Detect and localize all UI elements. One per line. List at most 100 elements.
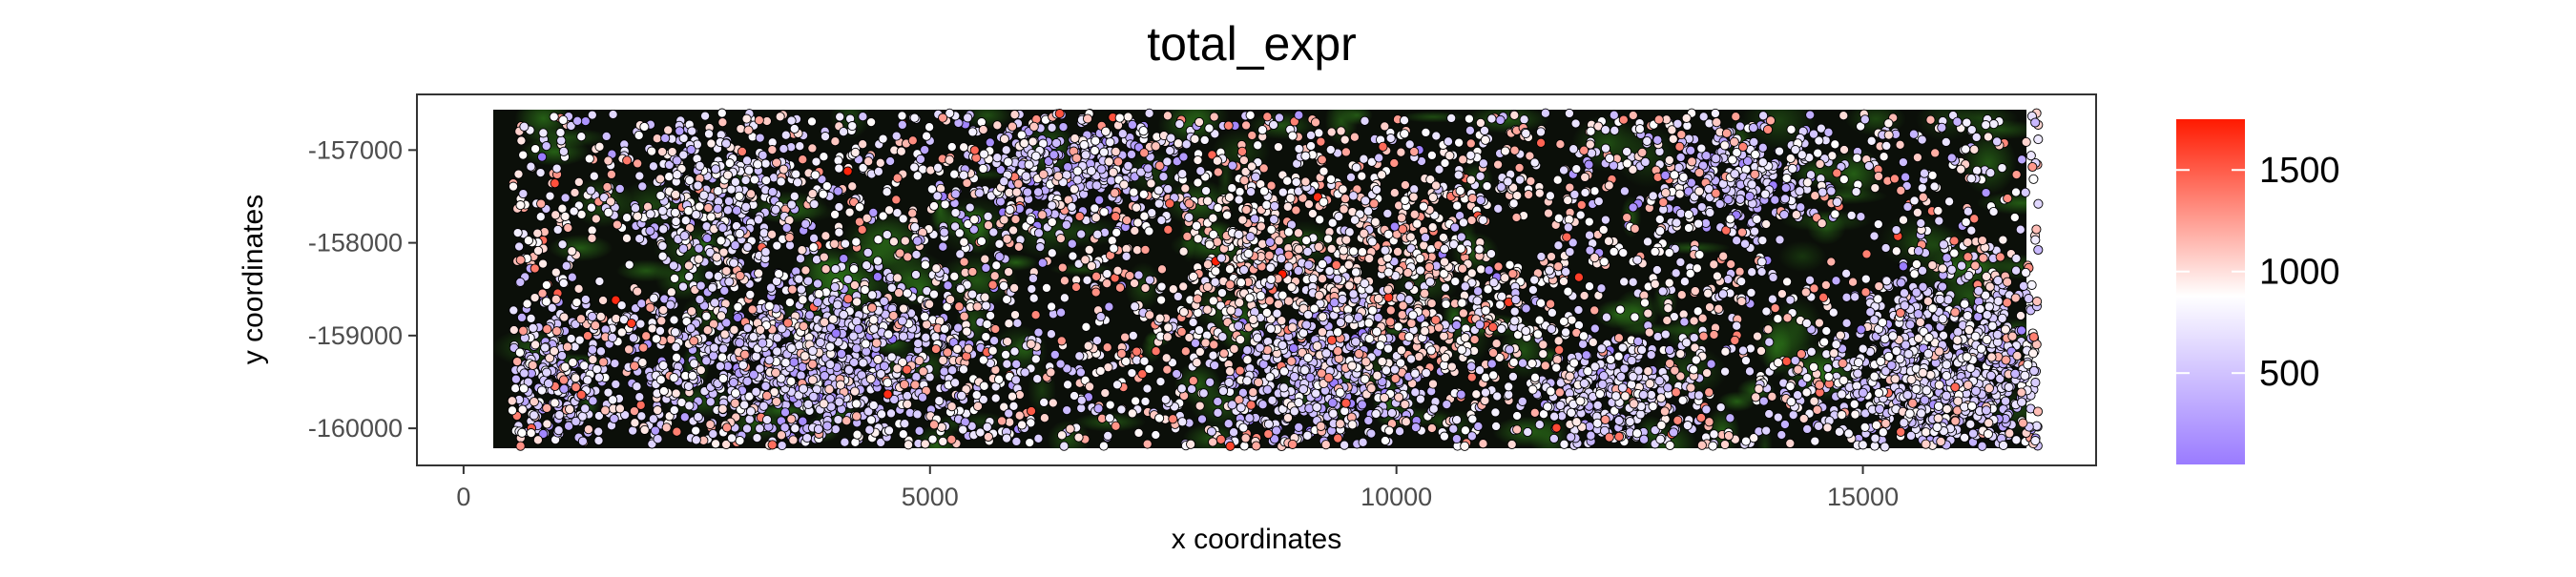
data-point [886, 352, 897, 362]
data-point [849, 264, 860, 275]
data-point [1235, 298, 1245, 308]
data-point [1269, 215, 1279, 225]
data-point [1291, 176, 1301, 188]
data-point [1187, 383, 1197, 395]
data-point [808, 391, 819, 402]
data-point [1547, 307, 1557, 318]
data-point [1960, 432, 1970, 443]
data-point [772, 346, 782, 357]
data-point [1202, 259, 1214, 270]
data-point [1997, 313, 2007, 323]
data-point [1514, 162, 1525, 173]
data-point [1457, 344, 1467, 355]
data-point [1963, 311, 1973, 321]
data-point [872, 272, 883, 282]
data-point [811, 156, 821, 167]
data-point [847, 181, 858, 192]
data-point [1442, 400, 1452, 410]
data-point [1067, 238, 1077, 249]
data-point [1739, 238, 1751, 249]
data-point [1549, 411, 1560, 422]
data-point [1992, 329, 2003, 340]
data-point [1133, 427, 1144, 438]
data-point [1271, 425, 1281, 436]
data-point [1831, 340, 1841, 350]
data-point [804, 310, 815, 320]
data-point [1205, 377, 1215, 387]
data-point [1752, 214, 1762, 224]
data-point [551, 326, 562, 337]
data-point [1548, 433, 1559, 443]
tissue-patch [548, 235, 613, 261]
data-point [1242, 345, 1253, 356]
data-point [677, 281, 689, 292]
data-point [1465, 175, 1476, 185]
data-point [1431, 131, 1442, 141]
data-point [744, 414, 755, 424]
data-point [1466, 372, 1477, 382]
data-point [803, 399, 814, 409]
data-point [1326, 335, 1338, 345]
data-point [1265, 262, 1276, 273]
data-point [1770, 195, 1780, 205]
data-point [609, 413, 619, 424]
data-point [1193, 155, 1203, 166]
data-point [1985, 370, 1996, 381]
data-point [995, 196, 1006, 207]
data-point [883, 389, 893, 400]
data-point [1266, 224, 1277, 235]
data-point [658, 224, 669, 235]
data-point [994, 238, 1005, 249]
data-point [1723, 274, 1734, 285]
data-point [1705, 207, 1715, 217]
data-point [2018, 280, 2029, 291]
data-point [761, 175, 772, 186]
data-point [562, 341, 572, 352]
data-point [1752, 331, 1763, 341]
data-point [1261, 199, 1272, 210]
data-point [1583, 366, 1593, 377]
data-point [1905, 319, 1916, 330]
data-point [580, 403, 591, 414]
data-point [1303, 259, 1314, 270]
data-point [1970, 385, 1982, 396]
data-point [653, 434, 663, 444]
data-point [1366, 428, 1377, 439]
data-point [679, 412, 690, 422]
data-point [1193, 177, 1203, 188]
data-point [1027, 283, 1037, 295]
data-point [1224, 192, 1235, 202]
data-point [1856, 212, 1866, 222]
data-point [938, 436, 948, 446]
data-point [1291, 205, 1301, 216]
data-point [1456, 232, 1466, 242]
data-point [1234, 195, 1244, 205]
data-point [634, 130, 644, 141]
data-point [636, 411, 647, 422]
data-point [1675, 152, 1686, 163]
data-point [722, 205, 733, 216]
data-point [1667, 125, 1677, 135]
data-point [1936, 436, 1946, 446]
data-point [1208, 296, 1218, 306]
data-point [648, 161, 658, 172]
data-point [1241, 204, 1252, 216]
data-point [1142, 383, 1153, 394]
data-point [695, 160, 705, 171]
data-point [1314, 128, 1324, 138]
data-point [1913, 309, 1923, 319]
data-point [978, 394, 988, 404]
data-point [1512, 410, 1523, 422]
data-point [997, 416, 1008, 426]
data-point [1696, 202, 1707, 213]
data-point [1768, 272, 1778, 282]
data-point [1482, 181, 1492, 192]
data-point [1209, 112, 1219, 122]
data-point [1340, 440, 1350, 450]
data-point [1977, 441, 1987, 451]
data-point [1273, 142, 1283, 153]
data-point [779, 143, 789, 155]
data-point [1156, 264, 1168, 275]
data-point [588, 396, 598, 406]
data-point [1094, 195, 1105, 205]
